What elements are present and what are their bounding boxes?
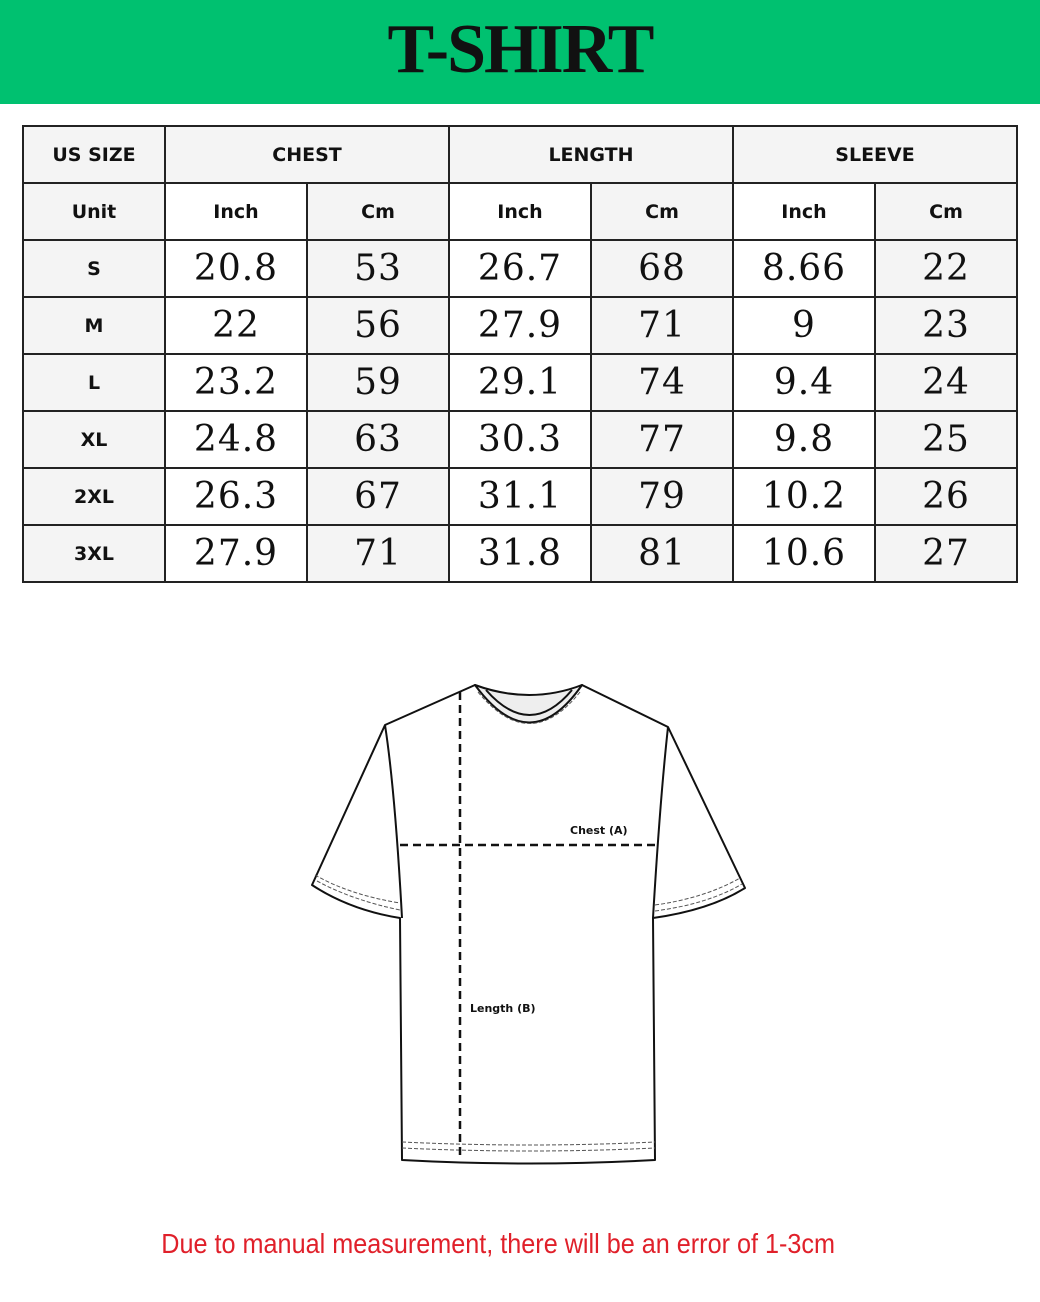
unit-cell: Inch — [164, 182, 308, 241]
unit-row: Unit Inch Cm Inch Cm Inch Cm — [22, 182, 1018, 241]
size-cell: 2XL — [22, 467, 166, 526]
value-cell: 27.9 — [448, 296, 592, 355]
size-cell: XL — [22, 410, 166, 469]
value-cell: 68 — [590, 239, 734, 298]
value-cell: 79 — [590, 467, 734, 526]
measurement-note: Due to manual measurement, there will be… — [161, 1228, 836, 1259]
value-cell: 9.8 — [732, 410, 876, 469]
table-row: 2XL 26.3 67 31.1 79 10.2 26 — [22, 467, 1018, 526]
unit-cell: Inch — [448, 182, 592, 241]
value-cell: 71 — [590, 296, 734, 355]
value-cell: 53 — [306, 239, 450, 298]
value-cell: 74 — [590, 353, 734, 412]
value-cell: 23.2 — [164, 353, 308, 412]
value-cell: 8.66 — [732, 239, 876, 298]
value-cell: 26.7 — [448, 239, 592, 298]
value-cell: 24 — [874, 353, 1018, 412]
value-cell: 10.6 — [732, 524, 876, 583]
shirt-outline — [311, 684, 746, 1165]
value-cell: 20.8 — [164, 239, 308, 298]
table-row: M 22 56 27.9 71 9 23 — [22, 296, 1018, 355]
table-row: S 20.8 53 26.7 68 8.66 22 — [22, 239, 1018, 298]
value-cell: 81 — [590, 524, 734, 583]
size-cell: L — [22, 353, 166, 412]
value-cell: 31.8 — [448, 524, 592, 583]
value-cell: 27.9 — [164, 524, 308, 583]
header-row: US SIZE CHEST LENGTH SLEEVE — [22, 125, 1018, 184]
unit-cell: Cm — [306, 182, 450, 241]
value-cell: 10.2 — [732, 467, 876, 526]
unit-cell: Unit — [22, 182, 166, 241]
size-cell: M — [22, 296, 166, 355]
value-cell: 67 — [306, 467, 450, 526]
value-cell: 9.4 — [732, 353, 876, 412]
value-cell: 22 — [874, 239, 1018, 298]
value-cell: 26.3 — [164, 467, 308, 526]
value-cell: 23 — [874, 296, 1018, 355]
header-cell: CHEST — [164, 125, 450, 184]
value-cell: 29.1 — [448, 353, 592, 412]
value-cell: 63 — [306, 410, 450, 469]
chest-label: Chest (A) — [570, 824, 628, 837]
value-cell: 56 — [306, 296, 450, 355]
value-cell: 71 — [306, 524, 450, 583]
value-cell: 24.8 — [164, 410, 308, 469]
value-cell: 25 — [874, 410, 1018, 469]
unit-cell: Inch — [732, 182, 876, 241]
value-cell: 59 — [306, 353, 450, 412]
unit-cell: Cm — [590, 182, 734, 241]
size-table: US SIZE CHEST LENGTH SLEEVE Unit Inch Cm In… — [22, 125, 1018, 583]
table-row: L 23.2 59 29.1 74 9.4 24 — [22, 353, 1018, 412]
value-cell: 9 — [732, 296, 876, 355]
unit-cell: Cm — [874, 182, 1018, 241]
value-cell: 30.3 — [448, 410, 592, 469]
title-banner: T-SHIRT — [0, 0, 1040, 104]
table-row: XL 24.8 63 30.3 77 9.8 25 — [22, 410, 1018, 469]
tshirt-diagram: Chest (A) Length (B) — [311, 684, 746, 1165]
size-cell: S — [22, 239, 166, 298]
table-row: 3XL 27.9 71 31.8 81 10.6 27 — [22, 524, 1018, 583]
value-cell: 26 — [874, 467, 1018, 526]
value-cell: 27 — [874, 524, 1018, 583]
size-cell: 3XL — [22, 524, 166, 583]
value-cell: 31.1 — [448, 467, 592, 526]
page-title: T-SHIRT — [387, 11, 655, 88]
header-cell: LENGTH — [448, 125, 734, 184]
length-label: Length (B) — [470, 1002, 536, 1015]
value-cell: 22 — [164, 296, 308, 355]
header-cell: SLEEVE — [732, 125, 1018, 184]
header-cell: US SIZE — [22, 125, 166, 184]
value-cell: 77 — [590, 410, 734, 469]
